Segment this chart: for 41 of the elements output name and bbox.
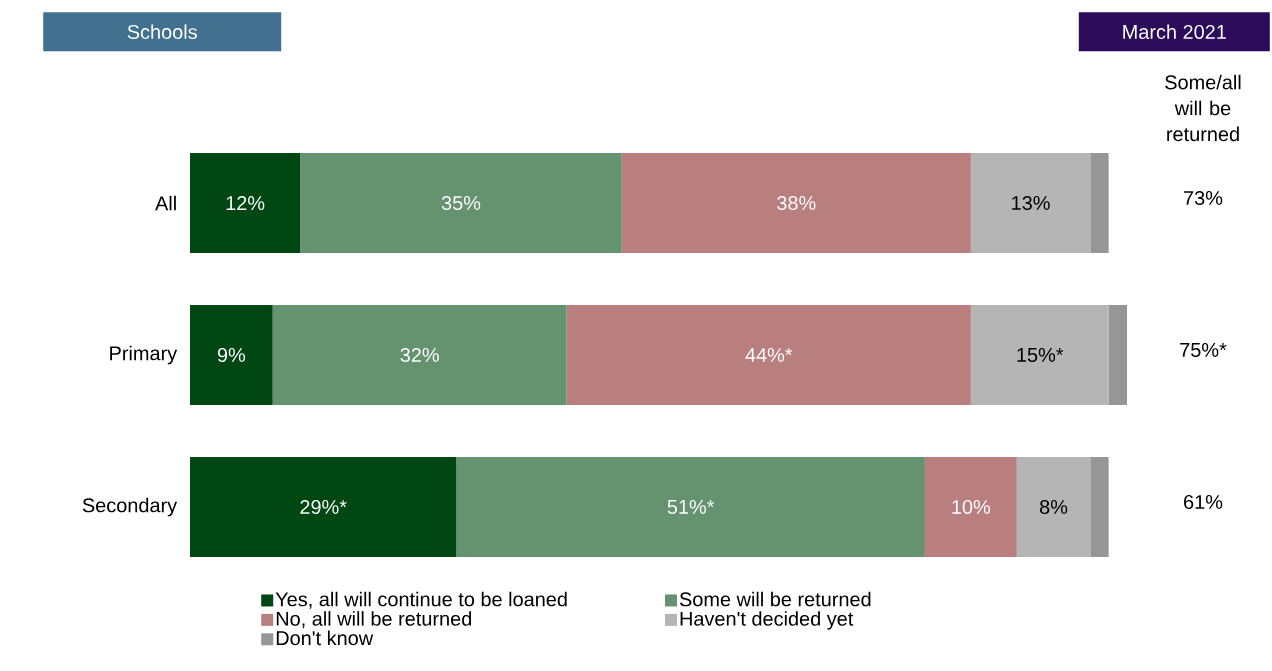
legend-label: Haven't decided yet bbox=[680, 611, 854, 630]
bar bbox=[190, 153, 301, 254]
bar bbox=[924, 457, 1017, 558]
bar bbox=[1090, 153, 1109, 254]
bar bbox=[272, 305, 567, 405]
bar bbox=[1108, 305, 1128, 405]
bar bbox=[300, 153, 622, 254]
text: 75%* bbox=[1180, 342, 1227, 357]
bar bbox=[566, 305, 971, 405]
data-label: 12% bbox=[226, 195, 265, 210]
chart-title: Schools bbox=[127, 24, 197, 40]
bar bbox=[1016, 457, 1091, 558]
text: 73% bbox=[1184, 190, 1223, 206]
legend-label: Yes, all will continue to be loaned bbox=[275, 591, 567, 609]
data-label: 44%* bbox=[745, 348, 793, 362]
data-label: 8% bbox=[1039, 499, 1068, 515]
text: 61% bbox=[1184, 494, 1223, 510]
legend-label: Some will be returned bbox=[679, 591, 871, 607]
data-label: 15%* bbox=[1017, 347, 1064, 362]
bar bbox=[190, 457, 457, 558]
y-tick-label: Secondary bbox=[82, 497, 178, 517]
y-tick-label: All bbox=[155, 195, 176, 211]
data-label: 9% bbox=[217, 347, 246, 363]
data-label: 13% bbox=[1012, 195, 1050, 211]
bar bbox=[190, 305, 273, 405]
bar bbox=[970, 153, 1091, 254]
data-label: 10% bbox=[952, 499, 991, 515]
legend-label: No, all will be returned bbox=[276, 611, 472, 629]
bar bbox=[456, 457, 925, 558]
data-label: 35% bbox=[441, 195, 481, 211]
y-tick-label: Primary bbox=[110, 345, 178, 365]
bar bbox=[621, 153, 971, 254]
data-label: 51%* bbox=[667, 499, 715, 514]
bar bbox=[1090, 457, 1109, 558]
data-label: 29%* bbox=[300, 499, 347, 515]
text: March 2021 bbox=[1123, 24, 1226, 40]
legend-label: Don't know bbox=[276, 630, 374, 646]
bar bbox=[970, 305, 1109, 405]
data-label: 32% bbox=[400, 347, 439, 363]
data-label: 38% bbox=[777, 195, 816, 211]
text: Some/all will be returned bbox=[1165, 74, 1241, 142]
